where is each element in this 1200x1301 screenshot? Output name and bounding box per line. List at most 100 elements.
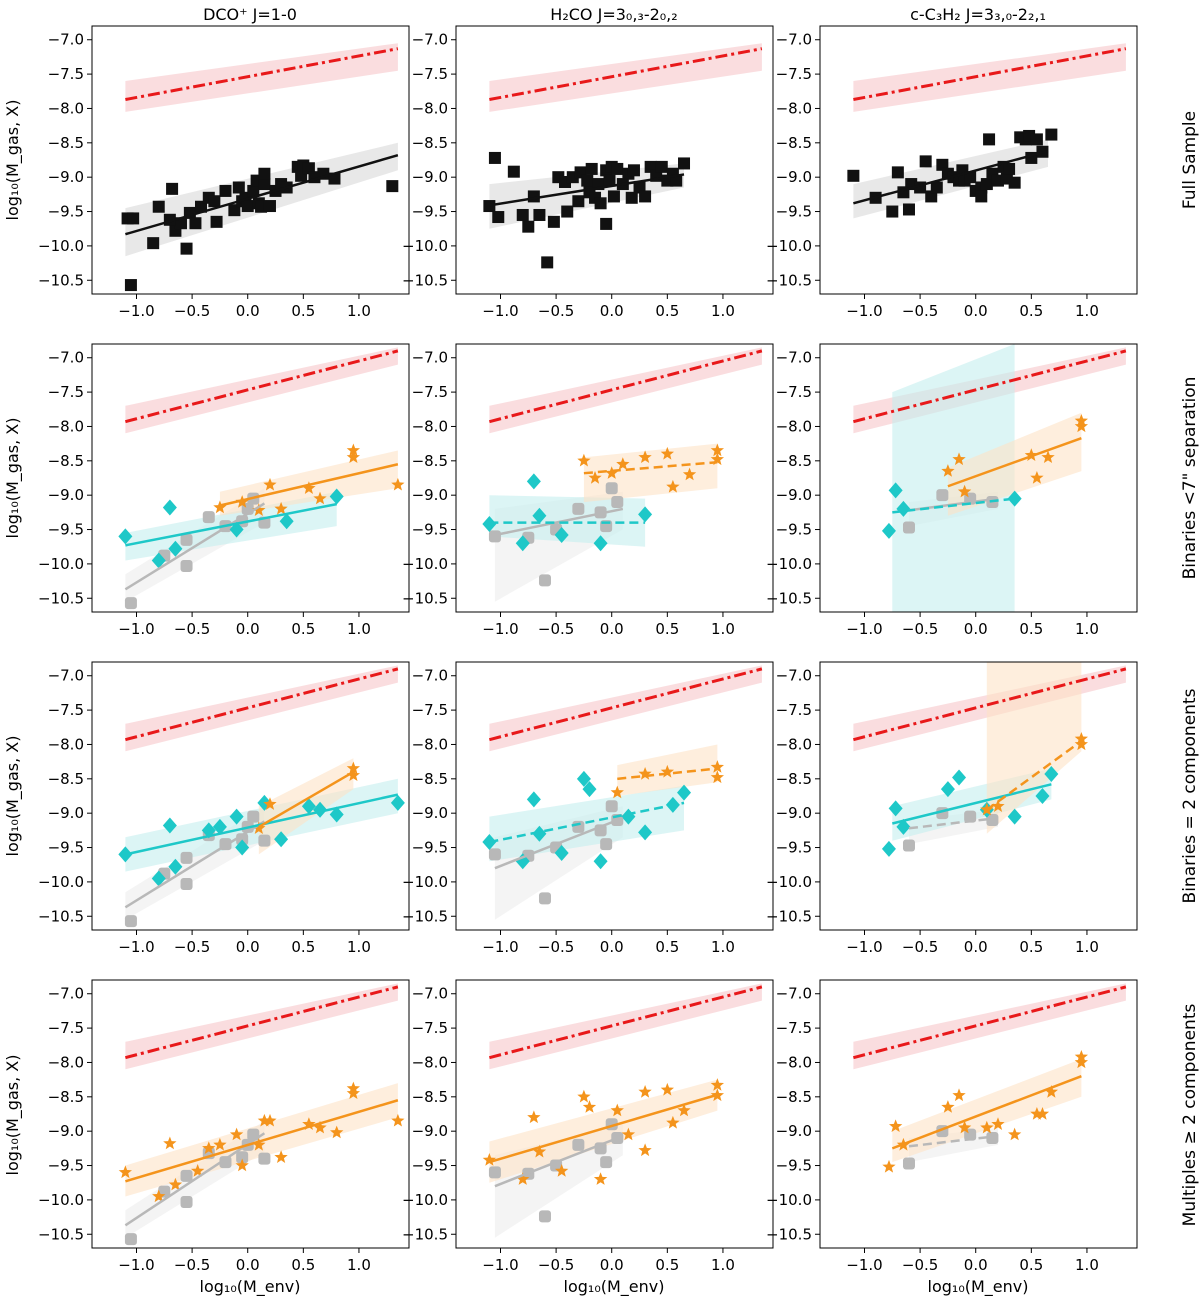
x-tick-label: 1.0 [347, 1256, 371, 1274]
multiple-point [605, 466, 619, 479]
binary-point [526, 473, 541, 490]
x-tick-label: −1.0 [482, 1256, 518, 1274]
multiple-point [638, 1085, 652, 1098]
y-tick-label: −8.0 [412, 735, 448, 753]
x-tick-label: −0.5 [902, 302, 938, 320]
full-sample-point [386, 180, 399, 193]
y-tick-label: −8.5 [776, 770, 812, 788]
y-tick-label: −9.5 [776, 839, 812, 857]
binary-point [593, 535, 608, 552]
y-tick-label: −9.0 [412, 486, 448, 504]
orange-fit-line [891, 1075, 1082, 1150]
x-tick-label: 0.0 [964, 302, 988, 320]
multiple-point [577, 1089, 591, 1103]
multiple-point [1030, 1107, 1044, 1120]
binary-point [212, 818, 227, 835]
y-tick-label: −7.5 [776, 1019, 812, 1037]
y-tick-label: −10.5 [766, 1225, 812, 1243]
y-tick-label: −9.0 [48, 168, 84, 186]
multiple-point [391, 1113, 405, 1127]
x-tick-label: 0.5 [655, 938, 679, 956]
multiple-point [229, 1127, 244, 1141]
multiple-point [991, 1117, 1005, 1130]
single-point [124, 915, 137, 928]
y-tick-label: −10.0 [766, 1191, 812, 1209]
y-tick-label: −9.5 [412, 1157, 448, 1175]
y-tick-label: −7.0 [412, 349, 448, 367]
y-tick-label: −9.5 [48, 839, 84, 857]
y-tick-label: −10.5 [402, 271, 448, 289]
binary-point [881, 840, 896, 857]
single-point [538, 1210, 551, 1223]
full-sample-point [627, 164, 640, 177]
full-sample-point [891, 166, 904, 179]
multiple-point [202, 1141, 216, 1154]
x-tick-label: −0.5 [174, 302, 210, 320]
x-tick-label: 1.0 [1075, 938, 1099, 956]
full-sample-point [127, 212, 140, 225]
y-tick-label: −8.5 [48, 452, 84, 470]
multiple-point [882, 1159, 896, 1173]
binary-point [162, 817, 177, 834]
reference-fit-line [852, 985, 1127, 1060]
plot-area [482, 665, 763, 920]
y-tick-label: −7.5 [412, 65, 448, 83]
plot-area [482, 983, 763, 1238]
multiple-point [235, 1158, 249, 1172]
binary-point [329, 806, 344, 823]
x-tick-label: 0.5 [291, 620, 315, 638]
full-sample-point [258, 167, 271, 180]
multiple-point [252, 821, 266, 834]
full-sample-point [572, 195, 585, 208]
binary-point [274, 831, 289, 848]
y-tick-label: −7.0 [48, 349, 84, 367]
panel-r1-c2: −1.0 −0.5 0.0 0.5 1.0 −7.0 −7.5 −8.0 −8.5 −9.0 −9.… [402, 25, 774, 320]
x-tick-label: 1.0 [347, 620, 371, 638]
plot-area [852, 662, 1127, 857]
plot-area [852, 344, 1127, 612]
multiple-point [313, 491, 327, 505]
x-tick-label: 0.5 [655, 1256, 679, 1274]
full-sample-point [678, 157, 691, 170]
y-tick-label: −8.5 [776, 134, 812, 152]
orange-fit-line [125, 1099, 399, 1183]
x-tick-label: −1.0 [118, 302, 154, 320]
y-tick-label: −8.0 [412, 1053, 448, 1071]
full-sample-point [507, 165, 520, 178]
multiple-point [957, 484, 972, 498]
reference-fit-line [488, 349, 763, 424]
binary-point [1007, 808, 1022, 825]
binary-point [390, 794, 405, 811]
multiple-point [710, 770, 724, 784]
multiple-point [213, 1137, 227, 1151]
orange-fit-line [489, 1093, 718, 1164]
multiple-point [577, 453, 591, 467]
single-fit-line [494, 1134, 624, 1188]
y-tick-label: −8.5 [48, 134, 84, 152]
multiple-point [666, 479, 680, 493]
y-tick-label: −10.5 [38, 589, 84, 607]
y-tick-label: −10.0 [38, 237, 84, 255]
plot-area [118, 347, 405, 610]
multiple-point [346, 761, 360, 775]
y-tick-label: −9.0 [412, 804, 448, 822]
plot-area [121, 43, 399, 292]
x-tick-label: −0.5 [538, 302, 574, 320]
x-tick-label: −0.5 [902, 1256, 938, 1274]
panels: −1.0 −0.5 0.0 0.5 1.0 −7.0 −7.5 −8.0 −8.5 −9.0 −9.… [38, 25, 1138, 1274]
full-sample-point [152, 200, 165, 213]
y-tick-label: −8.0 [776, 735, 812, 753]
binary-point [515, 535, 530, 552]
binary-point [118, 528, 133, 545]
panel-r3-c1: −1.0 −0.5 0.0 0.5 1.0 −7.0 −7.5 −8.0 −8.5 −9.0 −9.… [38, 661, 410, 956]
single-point [600, 838, 613, 851]
reference-fit-line [124, 349, 399, 424]
full-sample-point [930, 181, 943, 194]
x-tick-label: 1.0 [711, 1256, 735, 1274]
panel-frame [455, 25, 774, 295]
full-sample-point [919, 155, 932, 168]
multiple-point [274, 1150, 288, 1163]
y-tick-label: −7.5 [776, 65, 812, 83]
binary-point [1044, 766, 1059, 783]
y-tick-label: −8.5 [776, 1088, 812, 1106]
